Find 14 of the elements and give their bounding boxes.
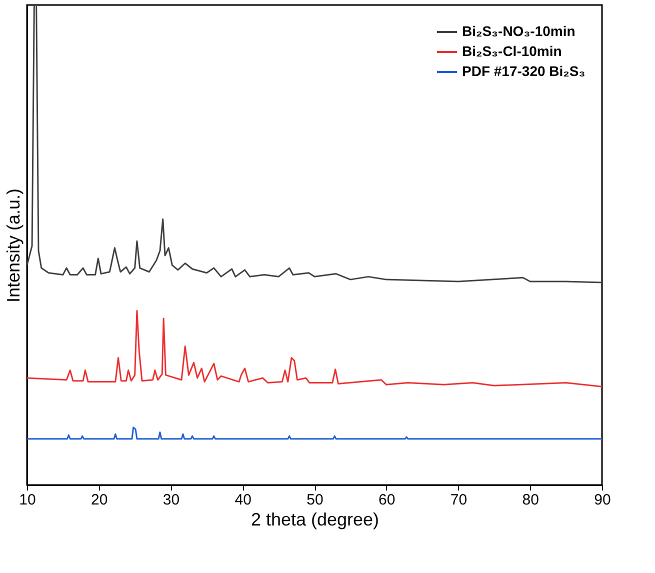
x-tick-label: 20 xyxy=(91,492,108,508)
x-tick-label: 30 xyxy=(162,492,180,508)
x-tick-label: 10 xyxy=(19,492,36,508)
x-tick-label: 70 xyxy=(450,492,468,508)
legend-label: Bi₂S₃-Cl-10min xyxy=(462,43,562,59)
x-tick-label: 60 xyxy=(378,492,396,508)
x-tick-label: 80 xyxy=(522,492,539,508)
x-tick-label: 90 xyxy=(594,492,611,508)
legend-label: PDF #17-320 Bi₂S₃ xyxy=(462,63,586,79)
x-tick-label: 50 xyxy=(306,492,324,508)
y-axis-title: Intensity (a.u.) xyxy=(4,188,24,303)
legend-label: Bi₂S₃-NO₃-10min xyxy=(462,23,576,39)
x-axis-title: 2 theta (degree) xyxy=(250,510,380,530)
x-tick-label: 40 xyxy=(234,492,252,508)
